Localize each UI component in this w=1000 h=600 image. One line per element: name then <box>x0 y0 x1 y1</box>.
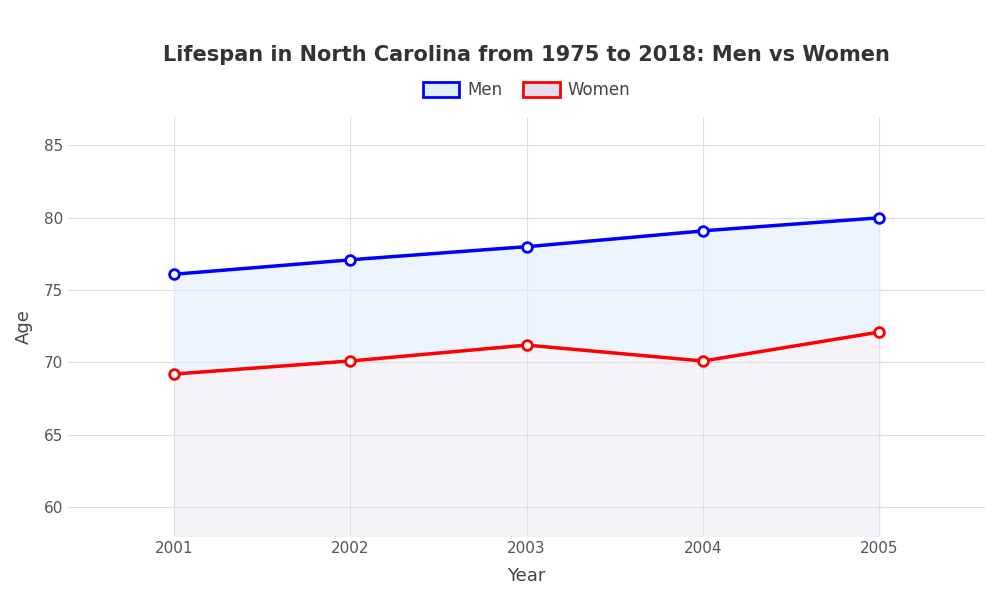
Point <box>695 226 711 236</box>
Point <box>871 213 887 223</box>
Title: Lifespan in North Carolina from 1975 to 2018: Men vs Women: Lifespan in North Carolina from 1975 to … <box>163 45 890 65</box>
Legend: Men, Women: Men, Women <box>416 74 637 106</box>
Point <box>342 356 358 366</box>
Point <box>519 242 535 251</box>
Point <box>871 327 887 337</box>
X-axis label: Year: Year <box>507 567 546 585</box>
Point <box>695 356 711 366</box>
Point <box>166 269 182 279</box>
Point <box>166 369 182 379</box>
Point <box>342 255 358 265</box>
Point <box>519 340 535 350</box>
Y-axis label: Age: Age <box>15 309 33 344</box>
